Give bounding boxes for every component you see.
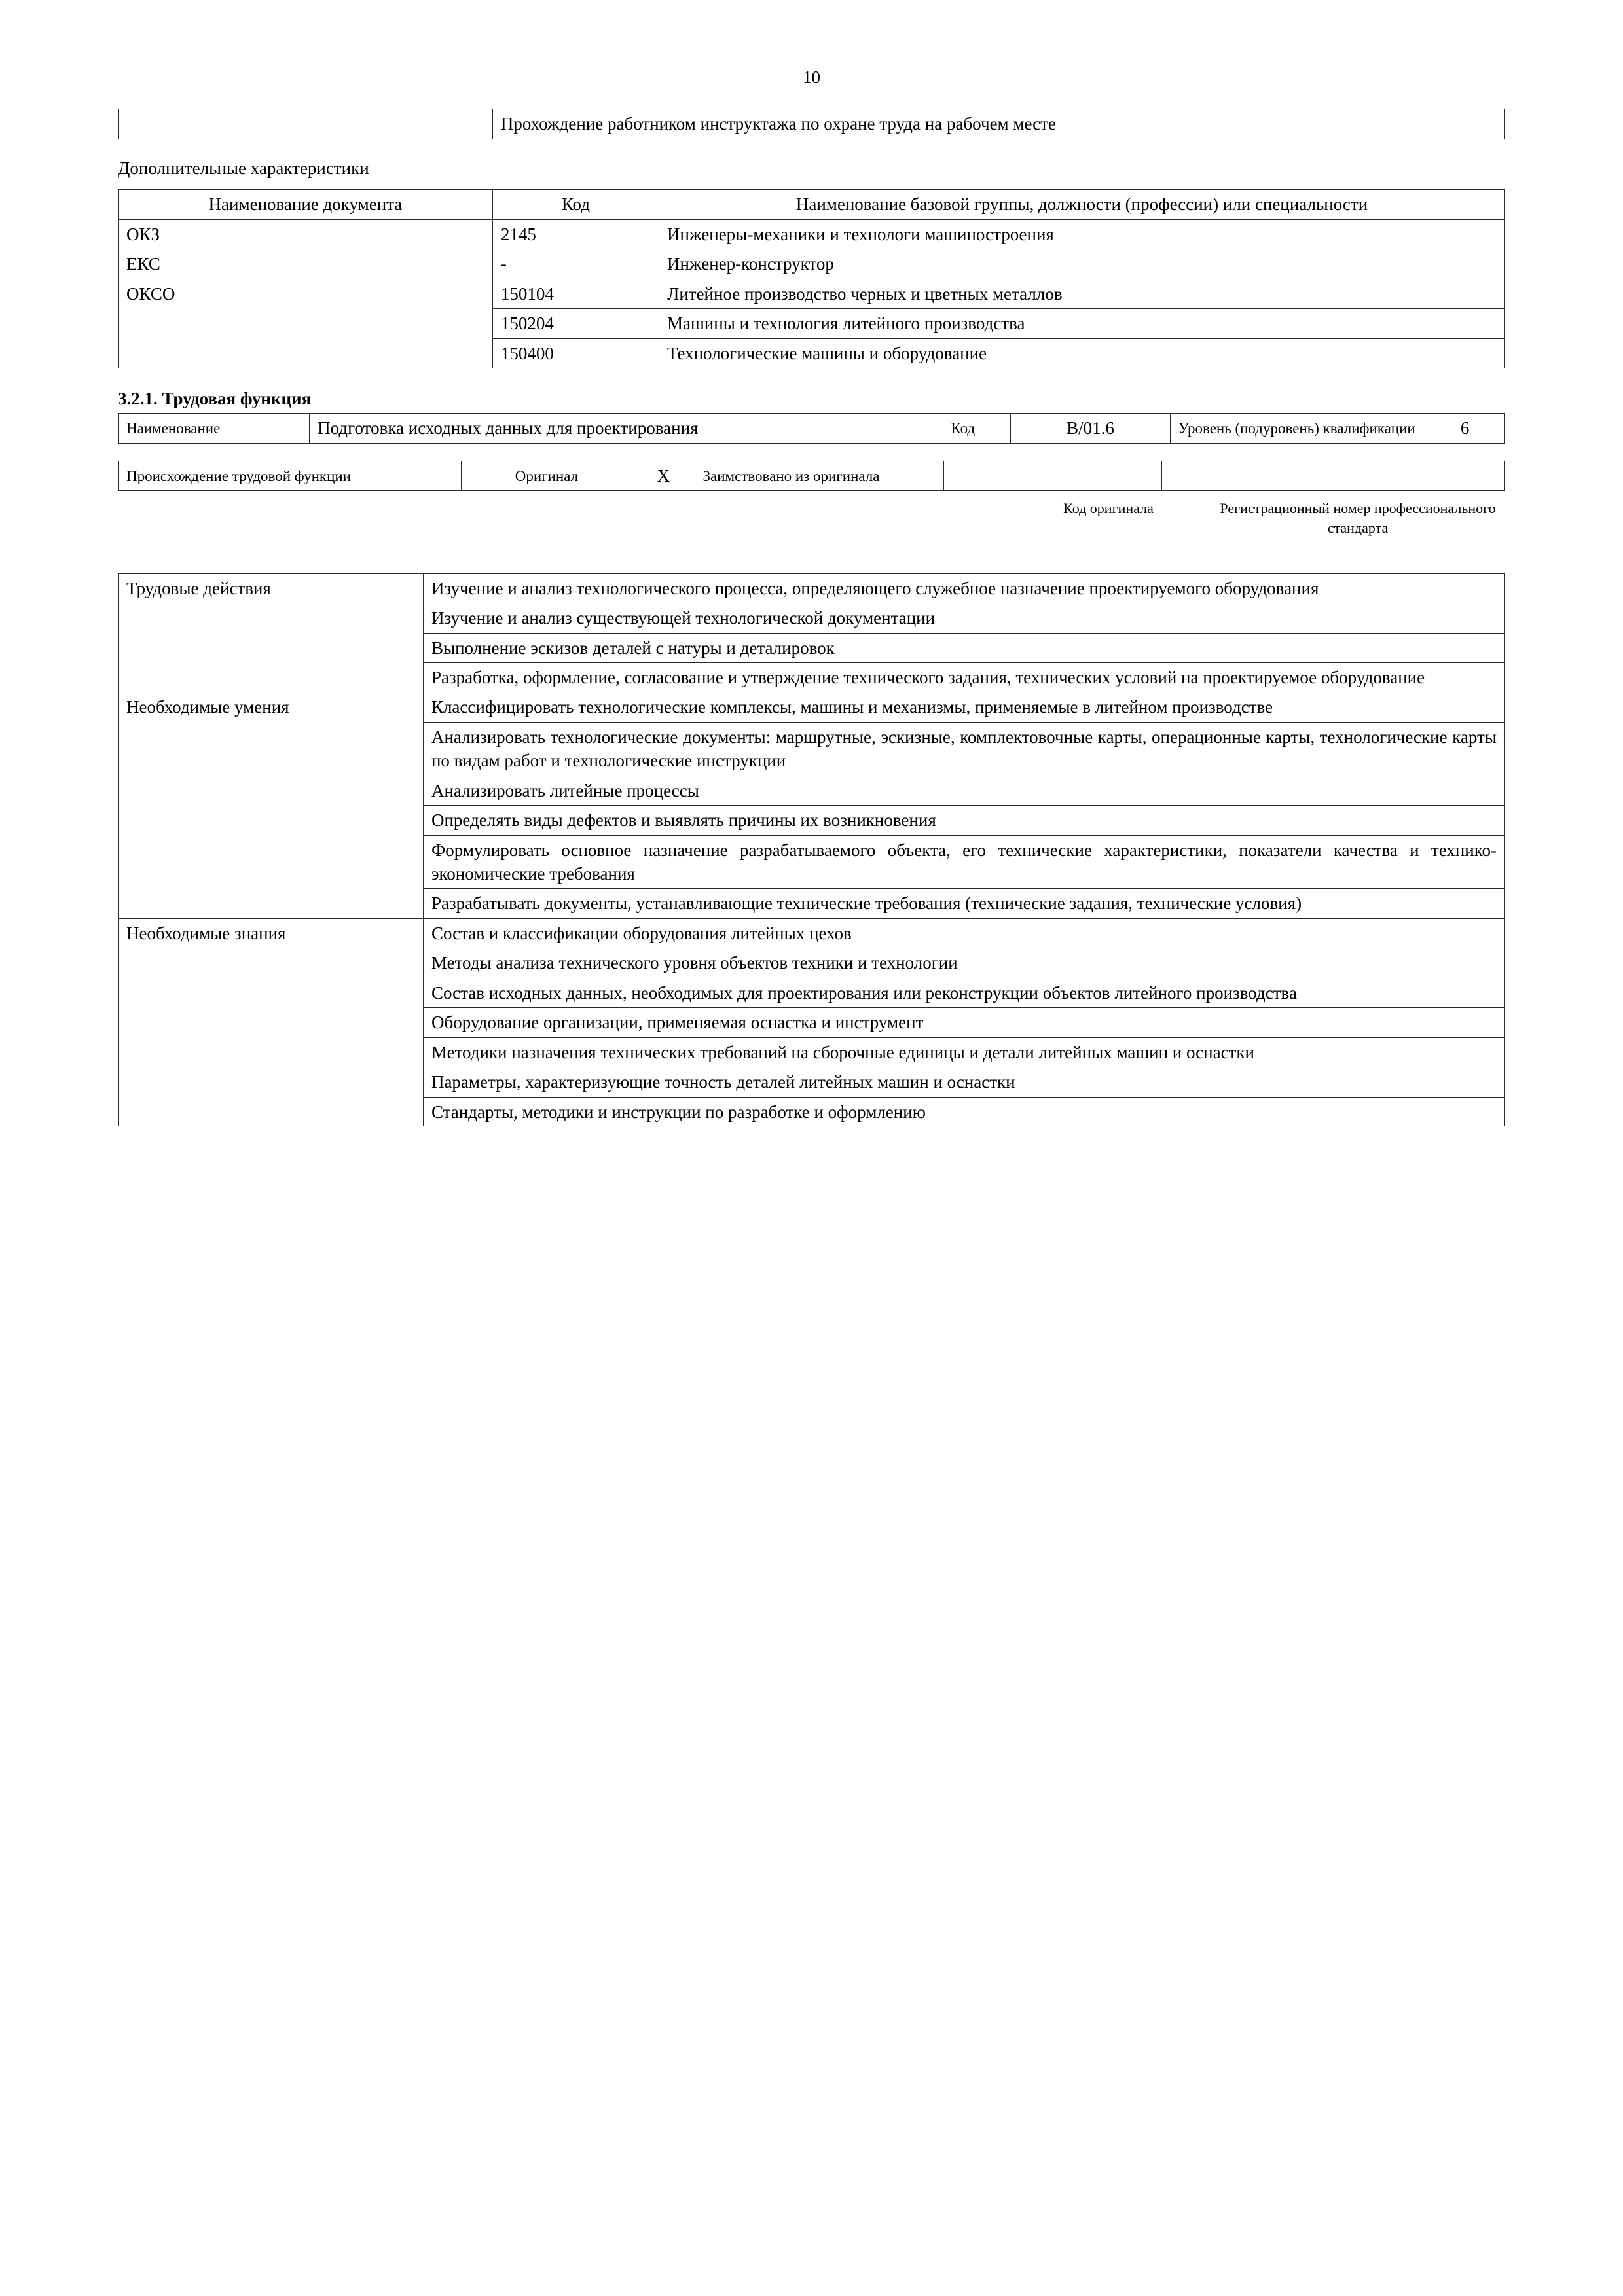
skill-4: Формулировать основное назначение разраб…	[423, 835, 1504, 889]
origin-blank2	[1162, 461, 1505, 490]
th-desc: Наименование базовой группы, должности (…	[659, 190, 1505, 219]
action-1: Изучение и анализ существующей технологи…	[423, 603, 1504, 633]
row-okso-desc-2: Технологические машины и оборудование	[659, 338, 1505, 368]
fn-name-label: Наименование	[119, 414, 310, 443]
skill-2: Анализировать литейные процессы	[423, 776, 1504, 805]
row-okso-code-1: 150204	[492, 309, 659, 338]
code-orig-label: Код оригинала	[1030, 499, 1187, 537]
top-note-right: Прохождение работником инструктажа по ох…	[492, 109, 1504, 139]
skill-1: Анализировать технологические документы:…	[423, 722, 1504, 776]
knowledge-label: Необходимые знания	[119, 918, 424, 1126]
th-code: Код	[492, 190, 659, 219]
origin-row: Происхождение трудовой функции Оригинал …	[118, 461, 1505, 491]
origin-footer-labels: Код оригинала Регистрационный номер проф…	[118, 499, 1505, 537]
row-eks-name: ЕКС	[119, 249, 493, 279]
row-eks-desc: Инженер-конструктор	[659, 249, 1505, 279]
row-okso-desc-1: Машины и технология литейного производст…	[659, 309, 1505, 338]
action-2: Выполнение эскизов деталей с натуры и де…	[423, 633, 1504, 662]
skill-0: Классифицировать технологические комплек…	[423, 692, 1504, 722]
skill-3: Определять виды дефектов и выявлять прич…	[423, 806, 1504, 835]
action-3: Разработка, оформление, согласование и у…	[423, 662, 1504, 692]
add-char-title: Дополнительные характеристики	[118, 156, 1505, 180]
row-okz-code: 2145	[492, 219, 659, 249]
fn-level-value: 6	[1425, 414, 1505, 443]
fn-name-value: Подготовка исходных данных для проектиро…	[310, 414, 915, 443]
reg-num-label: Регистрационный номер профессионального …	[1211, 499, 1505, 537]
top-note-table: Прохождение работником инструктажа по ох…	[118, 109, 1505, 139]
row-okz-name: ОКЗ	[119, 219, 493, 249]
section-321: 3.2.1. Трудовая функция	[118, 387, 1505, 410]
knowledge-2: Состав исходных данных, необходимых для …	[423, 978, 1504, 1007]
actions-label: Трудовые действия	[119, 573, 424, 692]
skills-label: Необходимые умения	[119, 692, 424, 919]
row-eks-code: -	[492, 249, 659, 279]
origin-borrowed: Заимствовано из оригинала	[695, 461, 944, 490]
origin-original: Оригинал	[461, 461, 632, 490]
th-name: Наименование документа	[119, 190, 493, 219]
origin-blank1	[944, 461, 1162, 490]
knowledge-3: Оборудование организации, применяемая ос…	[423, 1008, 1504, 1037]
knowledge-4: Методики назначения технических требован…	[423, 1037, 1504, 1067]
top-note-left	[119, 109, 493, 139]
skill-5: Разрабатывать документы, устанавливающие…	[423, 889, 1504, 918]
origin-x: X	[632, 461, 695, 490]
fn-level-label: Уровень (подуровень) квалификации	[1170, 414, 1425, 443]
page-number: 10	[118, 65, 1505, 89]
knowledge-0: Состав и классификации оборудования лите…	[423, 918, 1504, 948]
main-table: Трудовые действия Изучение и анализ техн…	[118, 573, 1505, 1126]
action-0: Изучение и анализ технологического проце…	[423, 573, 1504, 603]
fn-code-value: B/01.6	[1011, 414, 1170, 443]
row-okso-code-0: 150104	[492, 279, 659, 308]
knowledge-6: Стандарты, методики и инструкции по разр…	[423, 1097, 1504, 1126]
row-okso-desc-0: Литейное производство черных и цветных м…	[659, 279, 1505, 308]
fn-code-label: Код	[915, 414, 1011, 443]
row-okso-name: ОКСО	[119, 279, 493, 368]
row-okso-code-2: 150400	[492, 338, 659, 368]
origin-label: Происхождение трудовой функции	[119, 461, 462, 490]
fn-row: Наименование Подготовка исходных данных …	[118, 413, 1505, 443]
doc-table: Наименование документа Код Наименование …	[118, 189, 1505, 368]
knowledge-5: Параметры, характеризующие точность дета…	[423, 1067, 1504, 1097]
row-okz-desc: Инженеры-механики и технологи машиностро…	[659, 219, 1505, 249]
knowledge-1: Методы анализа технического уровня объек…	[423, 948, 1504, 978]
